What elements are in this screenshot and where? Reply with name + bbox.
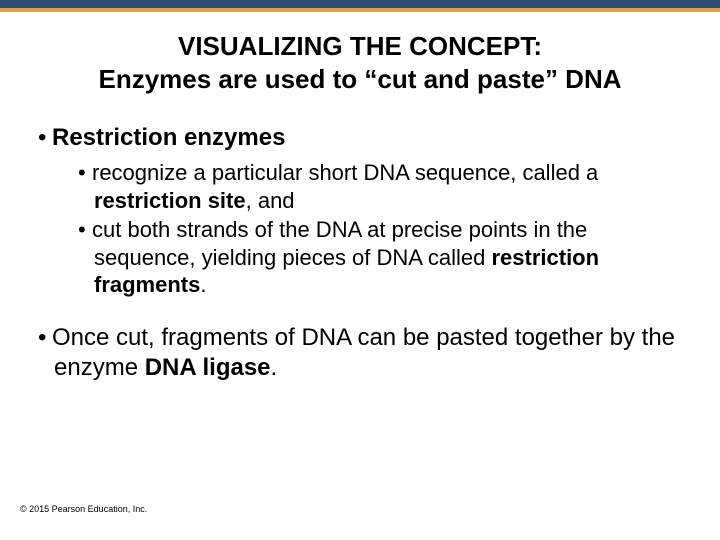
text: . (200, 272, 206, 297)
title-line-2: Enzymes are used to “cut and paste” DNA (40, 63, 680, 96)
copyright-text: © 2015 Pearson Education, Inc. (20, 504, 147, 514)
bullet-level1: •Once cut, fragments of DNA can be paste… (38, 323, 682, 383)
top-bar (0, 0, 720, 8)
slide-content: •Restriction enzymes •recognize a partic… (0, 95, 720, 383)
text: , and (246, 188, 295, 213)
text-bold: Restriction enzymes (52, 124, 285, 151)
slide-title: VISUALIZING THE CONCEPT: Enzymes are use… (0, 30, 720, 95)
bullet-level2: •recognize a particular short DNA sequen… (78, 159, 682, 214)
text-bold: DNA ligase (145, 354, 271, 381)
bullet-marker: • (38, 323, 52, 353)
title-line-1: VISUALIZING THE CONCEPT: (40, 30, 680, 63)
bullet-level2: •cut both strands of the DNA at precise … (78, 216, 682, 299)
bullet-level1: •Restriction enzymes (38, 123, 682, 153)
bullet-marker: • (38, 123, 52, 153)
text-bold: restriction site (94, 188, 246, 213)
top-bar-accent (0, 8, 720, 12)
text: . (271, 354, 278, 381)
text: recognize a particular short DNA sequenc… (92, 160, 598, 185)
bullet-marker: • (78, 159, 92, 187)
bullet-marker: • (78, 216, 92, 244)
